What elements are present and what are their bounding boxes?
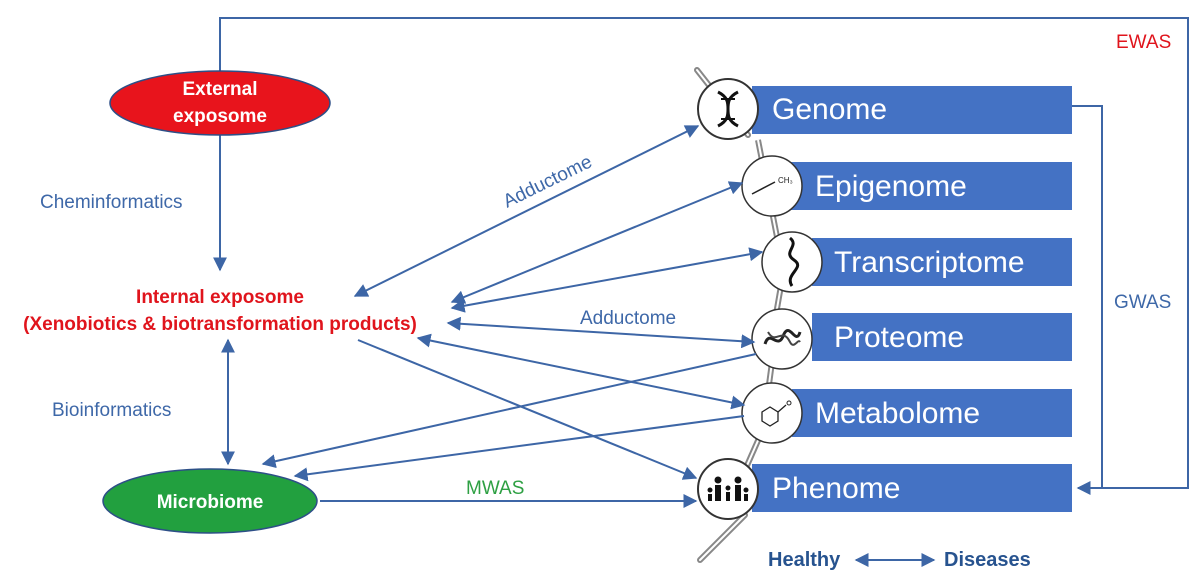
omic-box-phenome: Phenome <box>752 464 1072 512</box>
omic-label-metabolome: Metabolome <box>815 397 980 430</box>
dna-icon <box>697 78 759 140</box>
omic-label-proteome: Proteome <box>834 321 964 354</box>
omic-label-genome: Genome <box>772 93 887 126</box>
ewas-label: EWAS <box>1116 32 1171 53</box>
microbiome-label: Microbiome <box>157 492 264 513</box>
bioinformatics-label: Bioinformatics <box>52 400 171 421</box>
health-disease-legend: Healthy Diseases <box>768 549 1031 571</box>
methyl-group-icon: CH₃ <box>741 155 803 217</box>
external-exposome-node: External exposome <box>109 70 331 136</box>
internal-exposome-node: Internal exposome (Xenobiotics & biotran… <box>23 287 417 335</box>
omic-box-transcriptome: Transcriptome <box>812 238 1072 286</box>
adductome-label-top: Adductome <box>500 151 596 212</box>
protein-structure-icon <box>751 308 813 370</box>
omic-label-phenome: Phenome <box>772 472 900 505</box>
cheminformatics-label: Cheminformatics <box>40 192 183 213</box>
external-exposome-line2: exposome <box>173 106 267 127</box>
external-exposome-line1: External <box>183 79 258 100</box>
healthy-label: Healthy <box>768 549 841 571</box>
svg-text:CH₃: CH₃ <box>778 176 793 185</box>
benzene-molecule-icon <box>741 382 803 444</box>
diseases-label: Diseases <box>944 549 1031 571</box>
family-icon <box>697 458 759 520</box>
internal-exposome-line2: (Xenobiotics & biotransformation product… <box>23 314 417 335</box>
internal-exposome-line1: Internal exposome <box>136 287 304 308</box>
omic-box-epigenome: Epigenome <box>790 162 1072 210</box>
gwas-connector <box>1072 105 1103 488</box>
omics-arrows <box>261 125 764 508</box>
mwas-label: MWAS <box>466 478 524 499</box>
omic-box-proteome: Proteome <box>812 313 1072 361</box>
omic-box-metabolome: Metabolome <box>792 389 1072 437</box>
microbiome-node: Microbiome <box>102 468 318 534</box>
rna-strand-icon <box>761 231 823 293</box>
omic-label-epigenome: Epigenome <box>815 170 967 203</box>
omic-label-transcriptome: Transcriptome <box>834 246 1025 279</box>
omic-box-genome: Genome <box>752 86 1072 134</box>
adductome-label-mid: Adductome <box>580 308 676 329</box>
gwas-label: GWAS <box>1114 292 1171 313</box>
